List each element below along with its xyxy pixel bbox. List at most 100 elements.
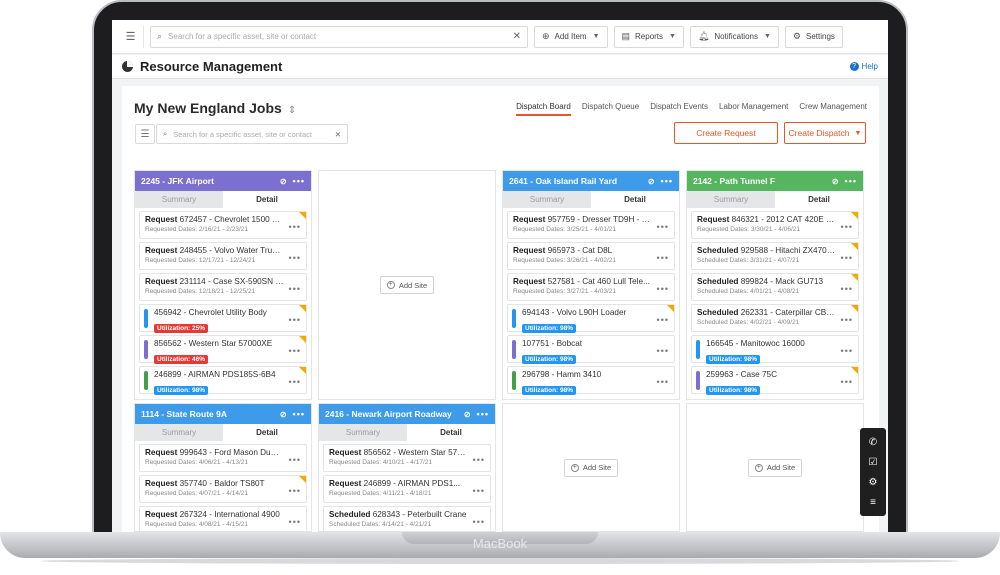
more-icon[interactable]: ••• xyxy=(288,486,301,496)
more-icon[interactable]: ••• xyxy=(292,176,305,186)
request-card[interactable]: Request 846321 - 2012 CAT 420E IT/TLBReq… xyxy=(691,211,859,239)
request-card[interactable]: Request 672457 - Chevrolet 1500 2019 Requ… xyxy=(139,211,307,239)
board-title[interactable]: My New England Jobs ⇕ xyxy=(134,100,296,116)
board-filter-button[interactable]: ☰ xyxy=(135,124,155,144)
request-card[interactable]: Request 957759 - Dresser TD9H - Sp... Req… xyxy=(507,211,675,239)
detail-tab[interactable]: Detail xyxy=(591,191,679,208)
request-card[interactable]: Request 248455 - Volvo Water Truck... Req… xyxy=(139,242,307,270)
create-dispatch-button[interactable]: Create Dispatch ▼ xyxy=(784,122,866,144)
more-icon[interactable]: ••• xyxy=(472,455,485,465)
more-icon[interactable]: ••• xyxy=(840,377,853,387)
asset-card[interactable]: 259963 - Case 75C Utilization: 98% ••• xyxy=(691,366,859,395)
more-icon[interactable]: ••• xyxy=(288,315,301,325)
filter-toggle-button[interactable]: ☰ xyxy=(118,25,144,48)
more-icon[interactable]: ••• xyxy=(288,222,301,232)
more-icon[interactable]: ••• xyxy=(476,409,489,419)
add-site-button[interactable]: + Add Site xyxy=(747,458,803,477)
more-icon[interactable]: ••• xyxy=(288,284,301,294)
eye-off-icon[interactable]: ⊘ xyxy=(647,176,655,186)
summary-tab[interactable]: Summary xyxy=(687,191,775,208)
tab-labor-management[interactable]: Labor Management xyxy=(719,102,789,111)
more-icon[interactable]: ••• xyxy=(288,377,301,387)
tab-dispatch-queue[interactable]: Dispatch Queue xyxy=(581,102,640,111)
asset-card[interactable]: 856562 - Western Star 57000XE Utilization… xyxy=(139,335,307,364)
add-site-button[interactable]: + Add Site xyxy=(379,276,435,294)
site-header[interactable]: 1114 - State Route 9A ⊘ ••• xyxy=(135,404,311,424)
add-site-button[interactable]: + Add Site xyxy=(563,458,619,477)
more-icon[interactable]: ••• xyxy=(840,346,853,356)
summary-tab[interactable]: Summary xyxy=(319,424,407,441)
request-card[interactable]: Request 357740 - Baldor TS80T Requested D… xyxy=(139,475,307,503)
create-request-button[interactable]: Create Request xyxy=(674,122,778,144)
request-card[interactable]: Scheduled 929588 - Hitachi ZX470LCS-5Sch… xyxy=(691,242,859,270)
more-icon[interactable]: ••• xyxy=(656,222,669,232)
asset-card[interactable]: 246899 - AIRMAN PDS185S-6B4 Utilization: … xyxy=(139,366,307,395)
request-card[interactable]: Scheduled 628343 - Peterbuilt Crane Sched… xyxy=(323,506,491,531)
board-search-input[interactable]: ⌕ Search for a specific asset, site or c… xyxy=(156,124,348,144)
more-icon[interactable]: ••• xyxy=(292,409,305,419)
detail-tab[interactable]: Detail xyxy=(223,191,311,208)
request-card[interactable]: Scheduled 262331 - Caterpillar CB-634CSc… xyxy=(691,304,859,332)
more-icon[interactable]: ••• xyxy=(656,253,669,263)
request-card[interactable]: Request 246899 - AIRMAN PDS1... Requested… xyxy=(323,475,491,503)
more-icon[interactable]: ••• xyxy=(656,315,669,325)
more-icon[interactable]: ••• xyxy=(844,176,857,186)
more-icon[interactable]: ••• xyxy=(840,284,853,294)
phone-icon[interactable]: ✆ xyxy=(868,436,878,448)
site-header[interactable]: 2142 - Path Tunnel F ⊘ ••• xyxy=(687,171,863,191)
asset-card[interactable]: 166545 - Manitowoc 16000 Utilization: 98%… xyxy=(691,335,859,364)
more-icon[interactable]: ••• xyxy=(288,517,301,527)
request-card[interactable]: Request 965973 - Cat D8L Requested Dates:… xyxy=(507,242,675,270)
eye-off-icon[interactable]: ⊘ xyxy=(463,409,471,419)
gear-icon[interactable]: ⚙ xyxy=(868,476,878,488)
detail-tab[interactable]: Detail xyxy=(775,191,863,208)
more-icon[interactable]: ••• xyxy=(472,486,485,496)
site-header[interactable]: 2245 - JFK Airport ⊘ ••• xyxy=(135,171,311,191)
asset-card[interactable]: 296798 - Hamm 3410 Utilization: 98% ••• xyxy=(507,366,675,395)
settings-button[interactable]: ⚙ Settings xyxy=(784,25,843,48)
eye-off-icon[interactable]: ⊘ xyxy=(831,176,839,186)
more-icon[interactable]: ••• xyxy=(656,346,669,356)
request-card[interactable]: Request 527581 - Cat 460 Lull Tele... Req… xyxy=(507,273,675,301)
clear-icon[interactable]: ✕ xyxy=(512,31,521,42)
more-icon[interactable]: ••• xyxy=(288,455,301,465)
more-icon[interactable]: ••• xyxy=(840,253,853,263)
more-icon[interactable]: ••• xyxy=(840,222,853,232)
notifications-button[interactable]: 🔔︎ Notifications ▼ xyxy=(689,25,779,48)
more-icon[interactable]: ••• xyxy=(656,377,669,387)
eye-off-icon[interactable]: ⊘ xyxy=(279,176,287,186)
more-icon[interactable]: ••• xyxy=(840,315,853,325)
summary-tab[interactable]: Summary xyxy=(503,191,591,208)
add-item-button[interactable]: ⊕ Add Item ▼ xyxy=(534,25,608,48)
more-icon[interactable]: ••• xyxy=(472,517,485,527)
more-icon[interactable]: ••• xyxy=(288,253,301,263)
eye-off-icon[interactable]: ⊘ xyxy=(279,409,287,419)
clear-icon[interactable]: ✕ xyxy=(334,129,341,139)
summary-tab[interactable]: Summary xyxy=(135,191,223,208)
more-icon[interactable]: ••• xyxy=(656,284,669,294)
help-link[interactable]: ? Help xyxy=(849,62,878,71)
request-card[interactable]: Request 856562 - Western Star 5700... Req… xyxy=(323,444,491,472)
request-card[interactable]: Scheduled 899824 - Mack GU713 Scheduled D… xyxy=(691,273,859,301)
tab-dispatch-board[interactable]: Dispatch Board xyxy=(516,102,571,116)
sort-arrows-icon[interactable]: ⇕ xyxy=(287,105,297,116)
request-card[interactable]: Request 267324 - International 4900 Reque… xyxy=(139,506,307,531)
summary-tab[interactable]: Summary xyxy=(135,424,223,441)
checklist-icon[interactable]: ☑ xyxy=(868,456,878,468)
more-icon[interactable]: ••• xyxy=(660,176,673,186)
request-card[interactable]: Request 231114 - Case SX-590SN 20... Requ… xyxy=(139,273,307,301)
asset-card[interactable]: 456942 - Chevrolet Utility Body Utilizati… xyxy=(139,304,307,333)
global-search-input[interactable]: ⌕ Search for a specific asset, site or c… xyxy=(150,25,528,48)
site-header[interactable]: 2641 - Oak Island Rail Yard ⊘ ••• xyxy=(503,171,679,191)
asset-card[interactable]: 107751 - Bobcat Utilization: 98% ••• xyxy=(507,335,675,364)
tab-crew-management[interactable]: Crew Management xyxy=(799,102,867,111)
detail-tab[interactable]: Detail xyxy=(223,424,311,441)
asset-card[interactable]: 694143 - Volvo L90H Loader Utilization: 9… xyxy=(507,304,675,333)
reports-button[interactable]: ▤ Reports ▼ xyxy=(613,25,684,48)
detail-tab[interactable]: Detail xyxy=(407,424,495,441)
tab-dispatch-events[interactable]: Dispatch Events xyxy=(650,102,709,111)
filter-icon[interactable]: ≡ xyxy=(870,496,876,508)
more-icon[interactable]: ••• xyxy=(288,346,301,356)
request-card[interactable]: Request 999643 - Ford Mason Dump 2015Req… xyxy=(139,444,307,472)
site-header[interactable]: 2416 - Newark Airport Roadway ⊘ ••• xyxy=(319,404,495,424)
